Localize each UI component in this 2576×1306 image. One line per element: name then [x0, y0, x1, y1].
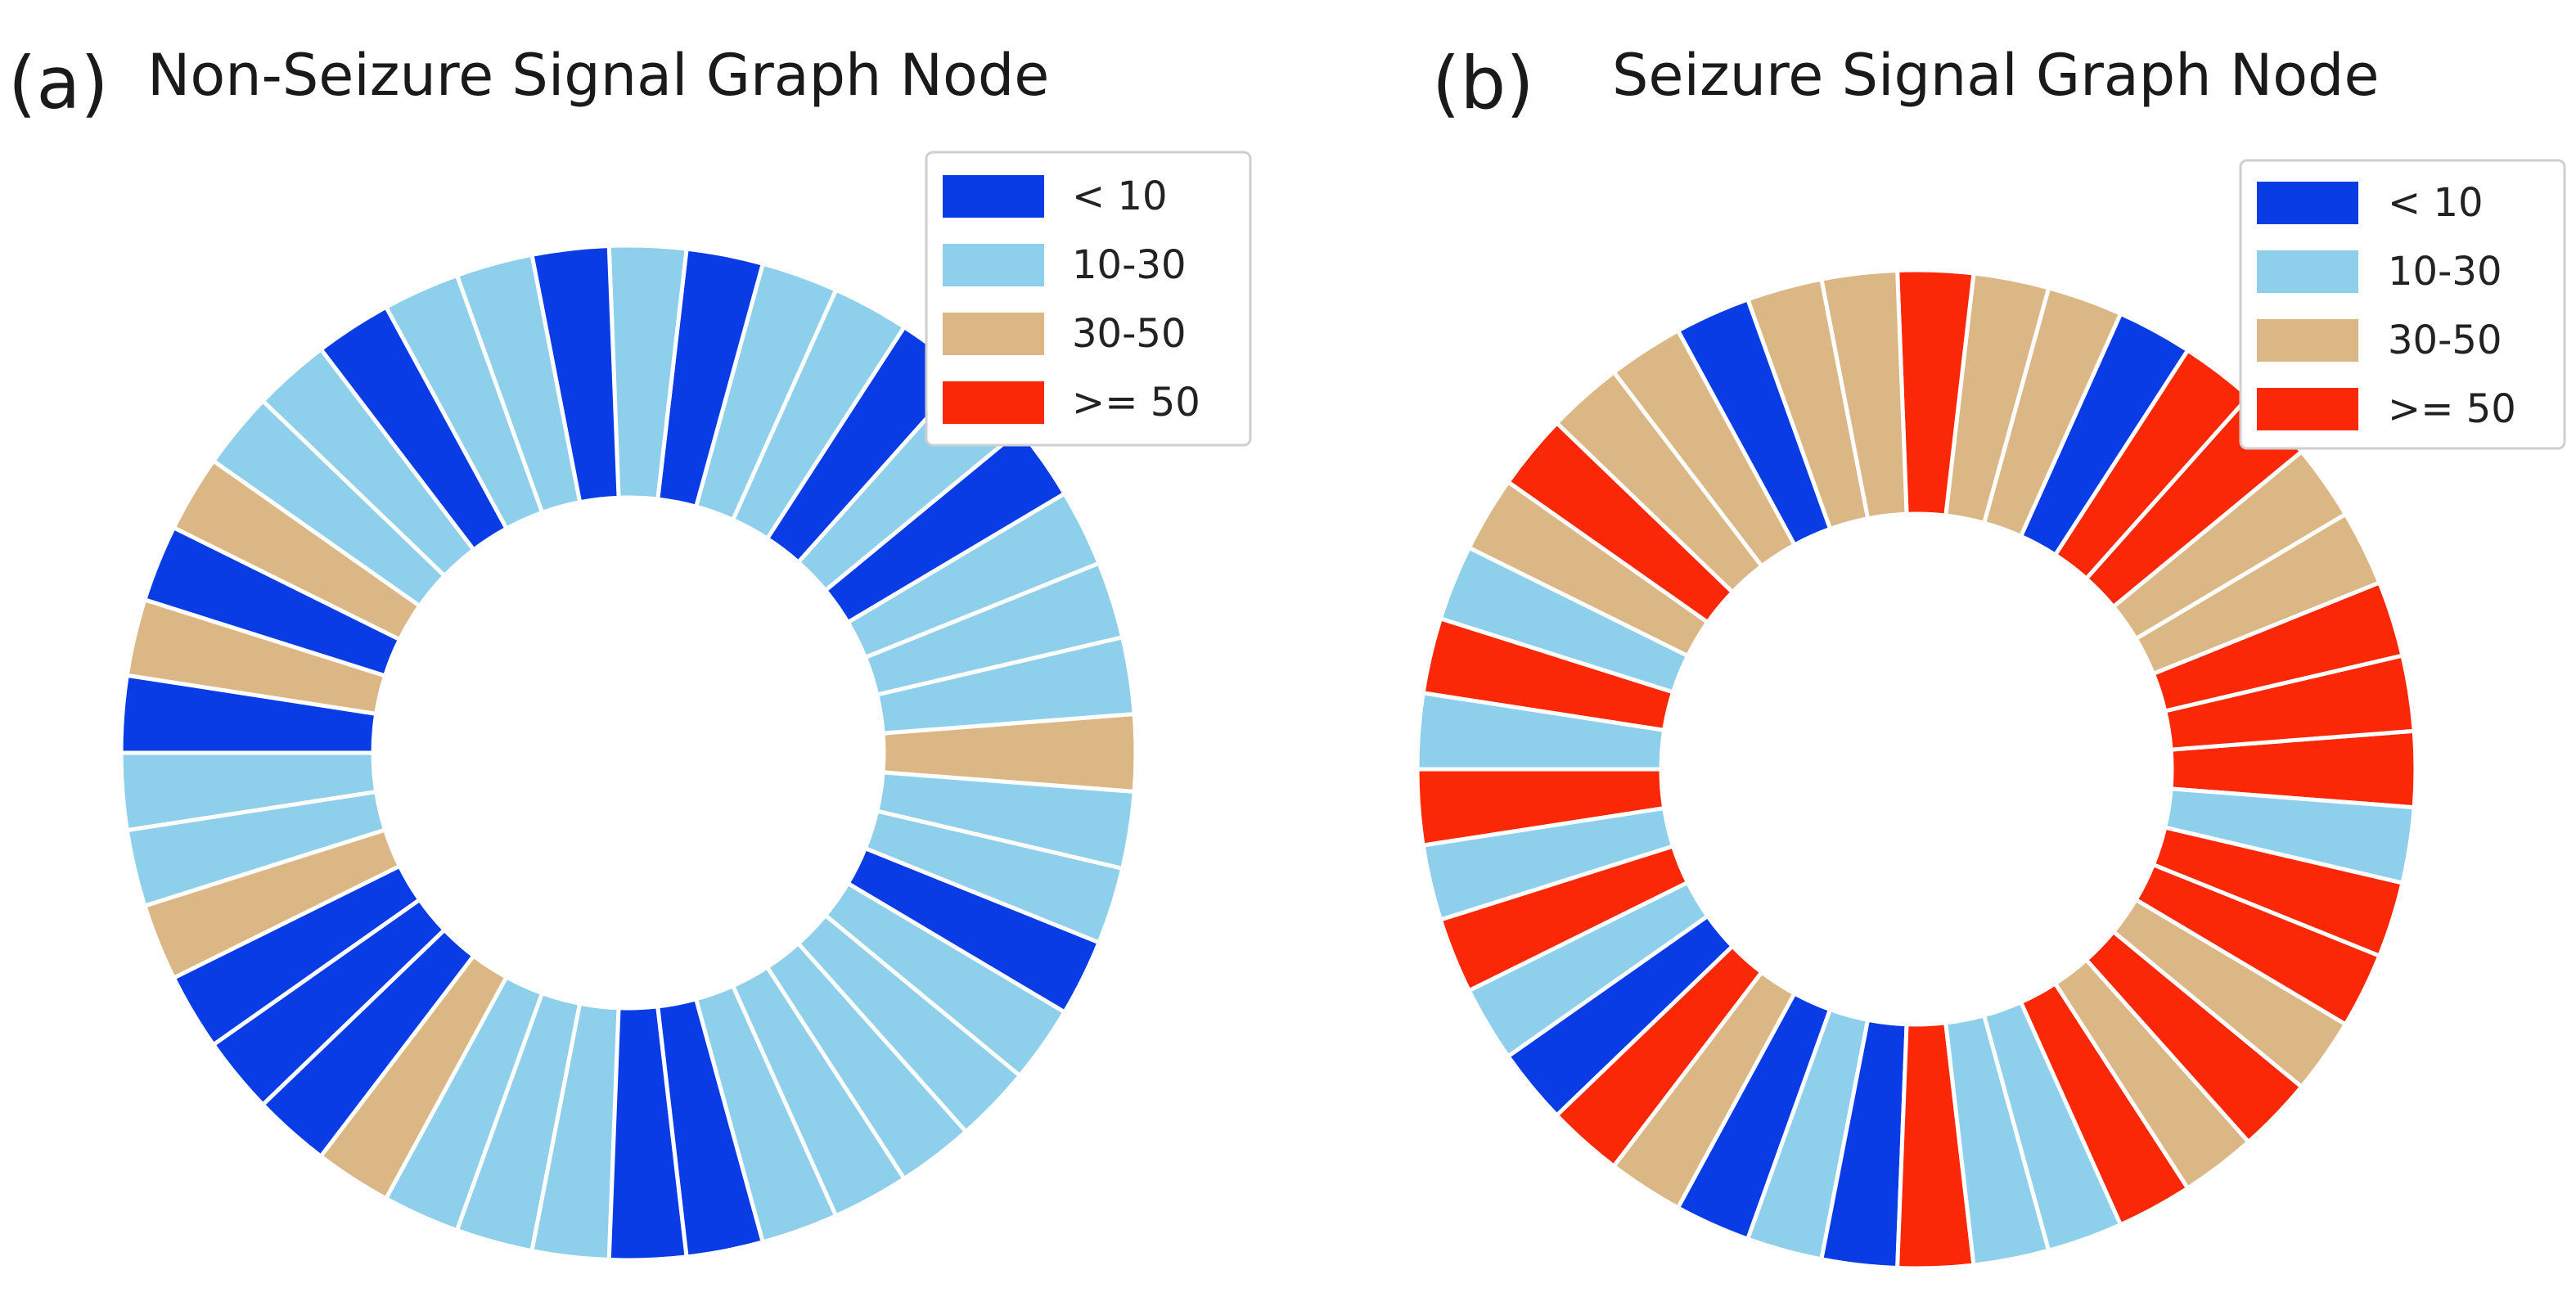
legend-label-ge50: >= 50: [1072, 380, 1200, 426]
legend-label-10-30: 10-30: [2388, 249, 2502, 295]
legend-swatch-30-50: [943, 313, 1044, 355]
wedge-group-b: [1415, 268, 2418, 1271]
wedge-group-a: [119, 243, 1138, 1263]
donut-chart-a: (a) Non-Seizure Signal Graph Node < 10 1…: [8, 41, 1252, 1263]
panel-letter-a: (a): [8, 41, 109, 125]
legend-label-10-30: 10-30: [1072, 242, 1186, 288]
legend-swatch-30-50: [2257, 319, 2358, 362]
legend-label-lt10: < 10: [2388, 180, 2484, 226]
legend-swatch-ge50: [2257, 388, 2358, 430]
donut-chart-b: (b) Seizure Signal Graph Node < 10 10-30…: [1415, 41, 2566, 1271]
donut-wedge-10-30: [2162, 786, 2416, 885]
chart-title-a: Non-Seizure Signal Graph Node: [147, 42, 1049, 109]
legend-frame-a: [925, 151, 1252, 447]
legend-frame-b: [2239, 159, 2566, 450]
legend-swatch-ge50: [943, 381, 1044, 424]
panel-a-non-seizure: (a) Non-Seizure Signal Graph Node < 10 1…: [8, 41, 1252, 1263]
legend-swatch-10-30: [2257, 250, 2358, 293]
panel-letter-b: (b): [1432, 41, 1534, 125]
legend-swatch-lt10: [943, 175, 1044, 218]
legend-a: < 10 10-30 30-50 >= 50: [925, 151, 1252, 447]
legend-label-30-50: 30-50: [1072, 311, 1186, 357]
legend-b: < 10 10-30 30-50 >= 50: [2239, 159, 2566, 450]
legend-label-lt10: < 10: [1072, 173, 1168, 219]
legend-label-30-50: 30-50: [2388, 317, 2502, 363]
panel-b-seizure: (b) Seizure Signal Graph Node < 10 10-30…: [1288, 0, 2576, 1306]
chart-title-b: Seizure Signal Graph Node: [1612, 42, 2380, 109]
donut-wedge-10-30: [874, 770, 1137, 871]
legend-label-ge50: >= 50: [2388, 386, 2516, 432]
legend-swatch-lt10: [2257, 182, 2358, 224]
legend-swatch-10-30: [943, 244, 1044, 286]
